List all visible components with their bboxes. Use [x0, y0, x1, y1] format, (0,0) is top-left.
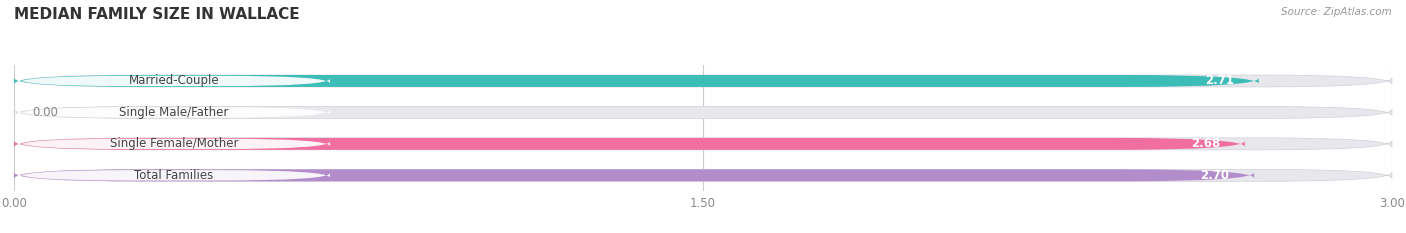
Text: Source: ZipAtlas.com: Source: ZipAtlas.com [1281, 7, 1392, 17]
Text: Total Families: Total Families [134, 169, 214, 182]
Text: 2.71: 2.71 [1205, 75, 1234, 87]
FancyBboxPatch shape [18, 76, 330, 86]
FancyBboxPatch shape [14, 106, 1392, 118]
FancyBboxPatch shape [18, 139, 330, 149]
FancyBboxPatch shape [18, 170, 330, 181]
Text: Single Female/Mother: Single Female/Mother [110, 137, 238, 150]
Text: MEDIAN FAMILY SIZE IN WALLACE: MEDIAN FAMILY SIZE IN WALLACE [14, 7, 299, 22]
Text: Single Male/Father: Single Male/Father [120, 106, 229, 119]
Text: 2.68: 2.68 [1191, 137, 1220, 150]
FancyBboxPatch shape [14, 138, 1244, 150]
FancyBboxPatch shape [18, 107, 330, 118]
FancyBboxPatch shape [14, 75, 1392, 87]
Text: 2.70: 2.70 [1201, 169, 1229, 182]
FancyBboxPatch shape [14, 75, 1258, 87]
Text: 0.00: 0.00 [32, 106, 58, 119]
FancyBboxPatch shape [14, 169, 1254, 181]
FancyBboxPatch shape [14, 138, 1392, 150]
Text: Married-Couple: Married-Couple [128, 75, 219, 87]
FancyBboxPatch shape [14, 169, 1392, 181]
